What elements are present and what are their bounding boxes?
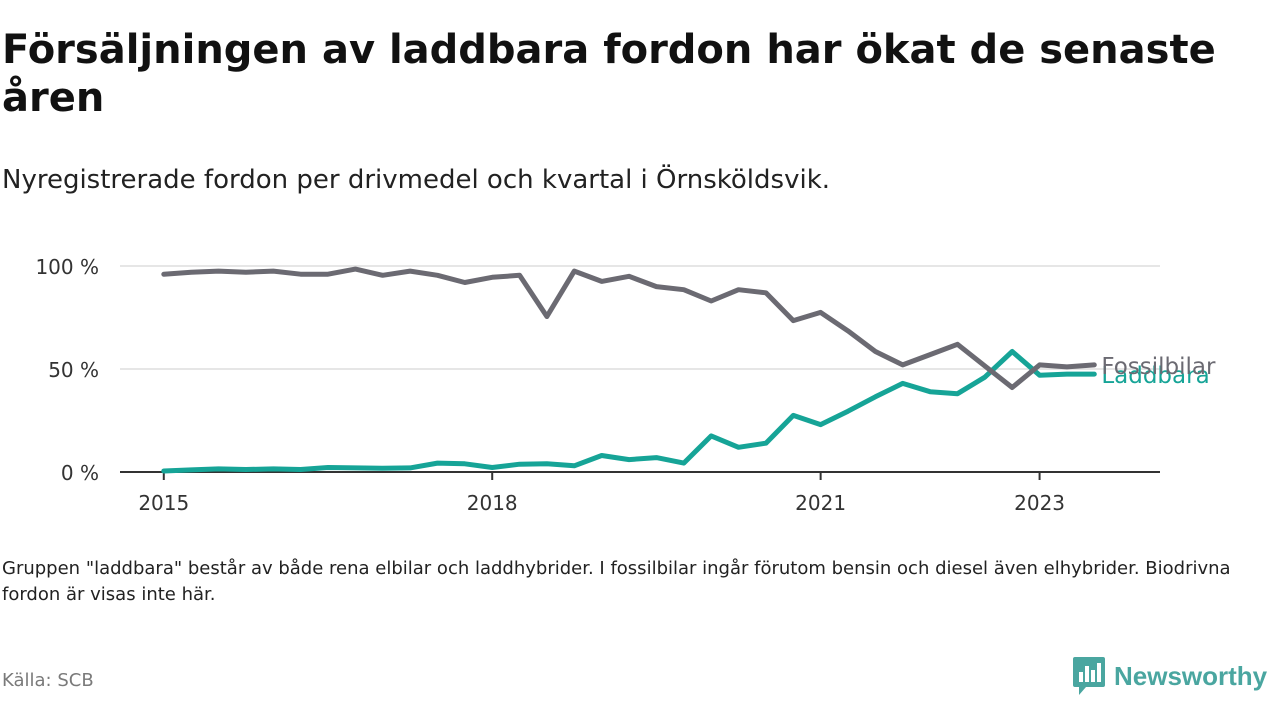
series-lines [161, 266, 1097, 474]
series-label-fossilbilar: Fossilbilar [1101, 354, 1216, 380]
x-tick-label: 2023 [1014, 491, 1065, 515]
y-tick-label: 50 % [48, 358, 99, 382]
x-tick-label: 2015 [138, 491, 189, 515]
chart-footnote: Gruppen "laddbara" består av både rena e… [2, 558, 1231, 605]
chart-subtitle: Nyregistrerade fordon per drivmedel och … [2, 165, 831, 195]
series-label-laddbara: Laddbara [1101, 363, 1209, 389]
y-tick-label: 0 % [61, 461, 99, 485]
newsworthy-wordmark: Newsworthy [1114, 660, 1268, 691]
chart-title: Försäljningen av laddbara fordon har öka… [2, 27, 1216, 121]
x-tick-label: 2018 [467, 491, 518, 515]
x-tick-label: 2021 [795, 491, 846, 515]
axis-ticks: 0 % 50 % 100 % 2015 2018 2021 2023 [35, 255, 1065, 515]
source-credit: Källa: SCB [2, 670, 94, 691]
y-tick-label: 100 % [35, 255, 99, 279]
newsworthy-logo[interactable]: Newsworthy [1072, 656, 1267, 696]
series-line-laddbara [161, 349, 1097, 474]
line-chart: 0 % 50 % 100 % 2015 2018 2021 2023 LaddbaraFos… [35, 255, 1216, 515]
series-line-fossilbilar [161, 266, 1097, 390]
newsworthy-logo-icon [1073, 657, 1105, 695]
